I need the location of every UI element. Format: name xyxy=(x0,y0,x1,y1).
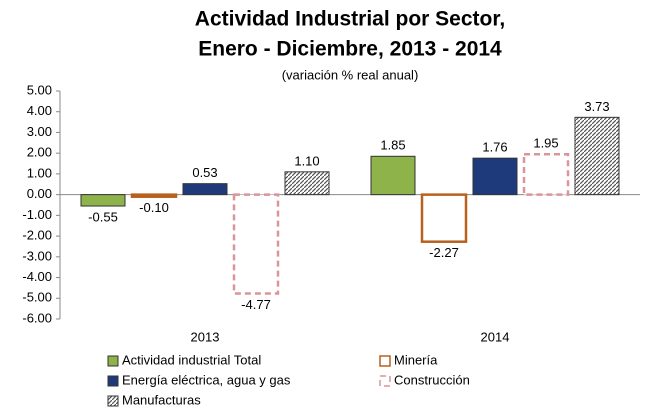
value-label: -0.55 xyxy=(88,209,118,224)
value-label: 1.85 xyxy=(380,138,405,153)
value-label: 1.76 xyxy=(482,140,507,155)
bar xyxy=(182,183,228,196)
bar xyxy=(574,116,620,196)
legend-swatch xyxy=(107,375,119,387)
legend-swatch xyxy=(379,355,391,367)
y-tick-label: -3.00 xyxy=(22,248,52,263)
bar xyxy=(284,171,330,196)
bar xyxy=(232,193,280,295)
legend-label: Construcción xyxy=(394,372,470,387)
bar xyxy=(472,157,518,196)
value-label: 0.53 xyxy=(192,165,217,180)
legend-label: Energía eléctrica, agua y gas xyxy=(122,372,291,387)
bar xyxy=(522,152,570,196)
legend-label: Manufacturas xyxy=(122,392,201,407)
y-tick-label: 4.00 xyxy=(27,103,52,118)
y-tick-label: 5.00 xyxy=(27,82,52,97)
value-label: -0.10 xyxy=(139,200,169,215)
legend-label: Actividad industrial Total xyxy=(122,352,261,367)
value-label: 1.10 xyxy=(294,153,319,168)
value-label: 1.95 xyxy=(533,136,558,151)
value-label: 3.73 xyxy=(584,99,609,114)
chart-title: Enero - Diciembre, 2013 - 2014 xyxy=(198,38,502,61)
chart-title: Actividad Industrial por Sector, xyxy=(195,8,505,31)
y-tick-label: 2.00 xyxy=(27,145,52,160)
y-tick-label: 0.00 xyxy=(27,186,52,201)
y-tick-label: -5.00 xyxy=(22,290,52,305)
bar xyxy=(130,193,178,198)
y-tick-label: -1.00 xyxy=(22,207,52,222)
x-tick-label: 2013 xyxy=(191,329,220,344)
bar xyxy=(420,193,468,243)
y-tick-label: -2.00 xyxy=(22,228,52,243)
y-tick-label: -6.00 xyxy=(22,310,52,325)
bar xyxy=(370,155,416,196)
value-label: -4.77 xyxy=(241,297,271,312)
x-tick-label: 2014 xyxy=(481,329,510,344)
legend-swatch xyxy=(107,395,119,407)
legend-swatch xyxy=(107,355,119,367)
legend-swatch xyxy=(379,375,391,387)
legend-label: Minería xyxy=(394,352,438,367)
chart-subtitle: (variación % real anual) xyxy=(282,67,419,82)
bar xyxy=(80,194,126,207)
y-tick-label: 1.00 xyxy=(27,165,52,180)
y-tick-label: -4.00 xyxy=(22,269,52,284)
y-tick-label: 3.00 xyxy=(27,124,52,139)
value-label: -2.27 xyxy=(429,245,459,260)
